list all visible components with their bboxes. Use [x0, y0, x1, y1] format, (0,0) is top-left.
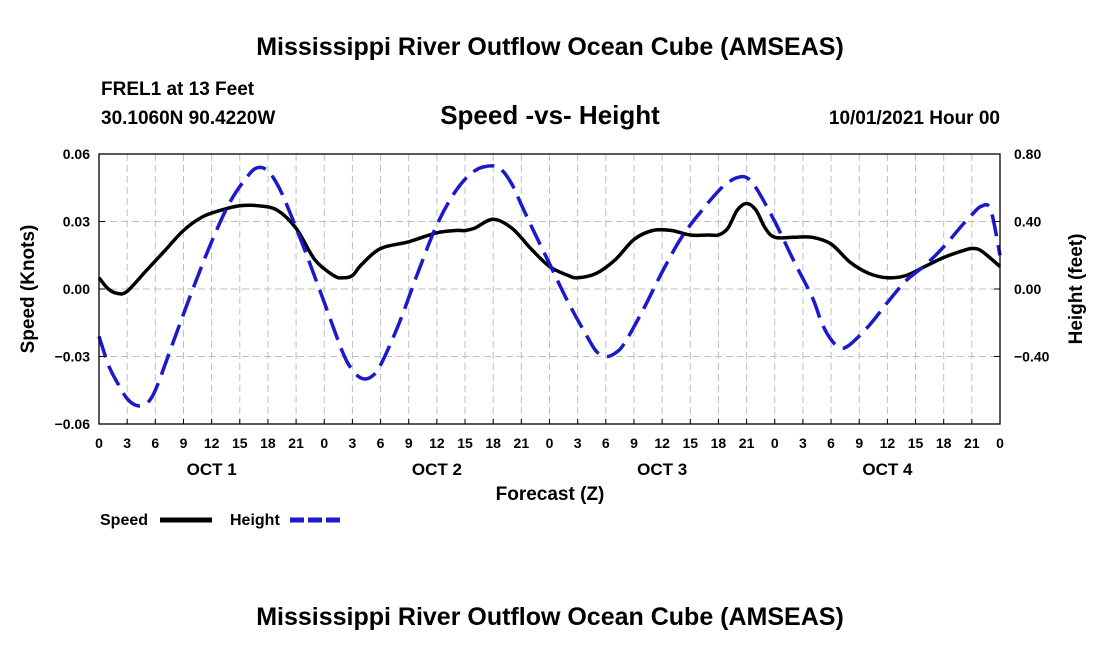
x-tick-label: 9 [630, 435, 638, 451]
x-tick-label: 18 [936, 435, 952, 451]
x-tick-label: 3 [574, 435, 582, 451]
datetime-label: 10/01/2021 Hour 00 [829, 108, 1000, 129]
station-label: FREL1 at 13 Feet [101, 79, 255, 100]
y-left-tick-label: −0.06 [55, 416, 91, 432]
day-label: OCT 4 [862, 460, 913, 479]
x-tick-label: 3 [123, 435, 131, 451]
x-tick-label: 21 [964, 435, 980, 451]
x-tick-label: 18 [260, 435, 276, 451]
x-axis-label: Forecast (Z) [496, 484, 605, 505]
speed-series-line [97, 201, 1002, 296]
x-tick-label: 12 [429, 435, 445, 451]
x-tick-label: 3 [349, 435, 357, 451]
x-tick-label: 6 [827, 435, 835, 451]
x-tick-label: 0 [771, 435, 779, 451]
grid [99, 154, 1000, 424]
y-left-tick-label: 0.03 [63, 214, 90, 230]
y-right-tick-label: 0.00 [1014, 281, 1041, 297]
x-tick-label: 18 [711, 435, 727, 451]
x-tick-label: 9 [855, 435, 863, 451]
legend: Speed Height [100, 512, 342, 529]
y-left-tick-label: 0.00 [63, 281, 90, 297]
y-axis-right-label: Height (feet) [1066, 234, 1087, 345]
x-tick-label: 18 [485, 435, 501, 451]
day-label: OCT 2 [412, 460, 462, 479]
x-tick-label: 0 [95, 435, 103, 451]
x-tick-label: 6 [602, 435, 610, 451]
x-tick-label: 12 [654, 435, 670, 451]
x-tick-label: 12 [204, 435, 220, 451]
x-tick-label: 21 [288, 435, 304, 451]
x-tick-label: 9 [180, 435, 188, 451]
x-tick-label: 15 [232, 435, 248, 451]
x-tick-label: 15 [682, 435, 698, 451]
coordinates-label: 30.1060N 90.4220W [101, 108, 275, 129]
y-right-tick-label: 0.40 [1014, 214, 1041, 230]
axis-ticks: 0 3 6 9 12 15 18 21 0 3 6 9 12 15 18 21 0 3 6 9 12 15 18 21 0 3 6 9… [55, 146, 1050, 479]
x-tick-label: 6 [151, 435, 159, 451]
day-label: OCT 3 [637, 460, 687, 479]
x-tick-label: 15 [908, 435, 924, 451]
x-tick-label: 15 [457, 435, 473, 451]
legend-speed-label: Speed [100, 512, 148, 529]
y-axis-left-label: Speed (Knots) [18, 225, 39, 354]
series-group [97, 164, 1002, 408]
x-tick-label: 9 [405, 435, 413, 451]
y-right-tick-label: 0.80 [1014, 146, 1041, 162]
x-tick-label: 0 [996, 435, 1004, 451]
x-tick-label: 6 [377, 435, 385, 451]
y-left-tick-label: −0.03 [55, 349, 91, 365]
x-tick-label: 3 [799, 435, 807, 451]
x-tick-label: 0 [320, 435, 328, 451]
footer-title: Mississippi River Outflow Ocean Cube (AM… [256, 603, 844, 631]
legend-height-label: Height [230, 512, 280, 529]
x-tick-label: 21 [739, 435, 755, 451]
height-series-line [97, 164, 1002, 408]
y-right-tick-label: −0.40 [1014, 349, 1050, 365]
x-tick-label: 0 [546, 435, 554, 451]
y-left-tick-label: 0.06 [63, 146, 90, 162]
chart-title: Speed -vs- Height [440, 100, 660, 130]
page-title: Mississippi River Outflow Ocean Cube (AM… [256, 33, 844, 61]
x-tick-label: 12 [880, 435, 896, 451]
day-label: OCT 1 [187, 460, 237, 479]
x-tick-label: 21 [514, 435, 530, 451]
